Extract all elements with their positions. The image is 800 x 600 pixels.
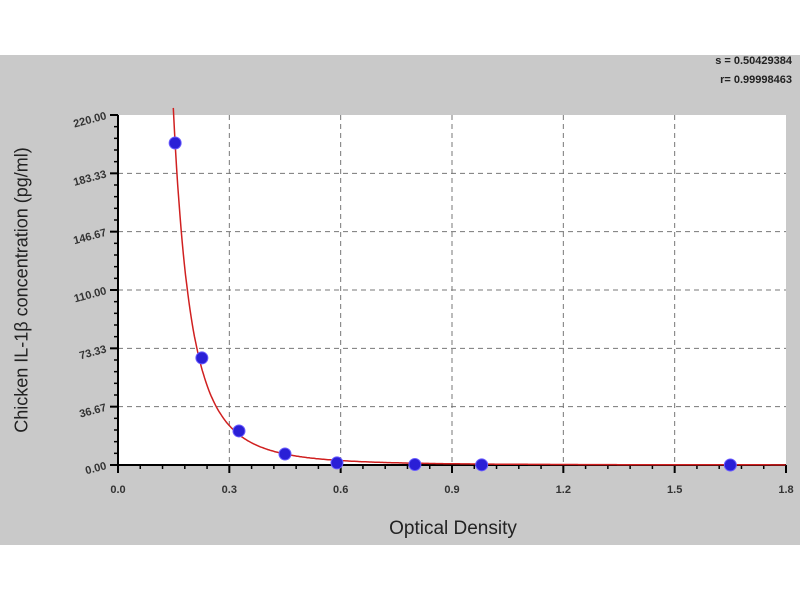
- data-point: [278, 447, 292, 461]
- x-tick-label: 0.3: [222, 484, 237, 496]
- x-axis-label: Optical Density: [389, 518, 517, 539]
- y-tick-label: 0.00: [84, 460, 108, 477]
- data-point: [330, 456, 344, 470]
- stat-r: r= 0.99998463: [720, 74, 792, 86]
- x-tick-label: 0.0: [110, 484, 125, 496]
- y-tick-label: 183.33: [72, 169, 108, 189]
- data-point: [475, 458, 489, 472]
- x-tick-label: 1.2: [556, 484, 571, 496]
- y-tick-label: 220.00: [72, 110, 108, 130]
- data-point: [168, 136, 182, 150]
- y-tick-label: 110.00: [73, 285, 108, 305]
- data-point: [408, 458, 422, 472]
- y-tick-label: 73.33: [78, 344, 108, 363]
- x-tick-label: 1.8: [778, 484, 793, 496]
- data-point: [195, 351, 209, 365]
- x-tick-label: 1.5: [667, 484, 682, 496]
- data-point: [723, 458, 737, 472]
- y-tick-label: 36.67: [78, 402, 108, 421]
- y-tick-label: 146.67: [72, 227, 108, 247]
- y-axis-label: Chicken IL-1β concentration (pg/ml): [11, 147, 32, 433]
- x-tick-label: 0.9: [444, 484, 459, 496]
- x-tick-label: 0.6: [333, 484, 348, 496]
- data-point: [232, 424, 246, 438]
- stat-s: s = 0.50429384: [715, 55, 792, 67]
